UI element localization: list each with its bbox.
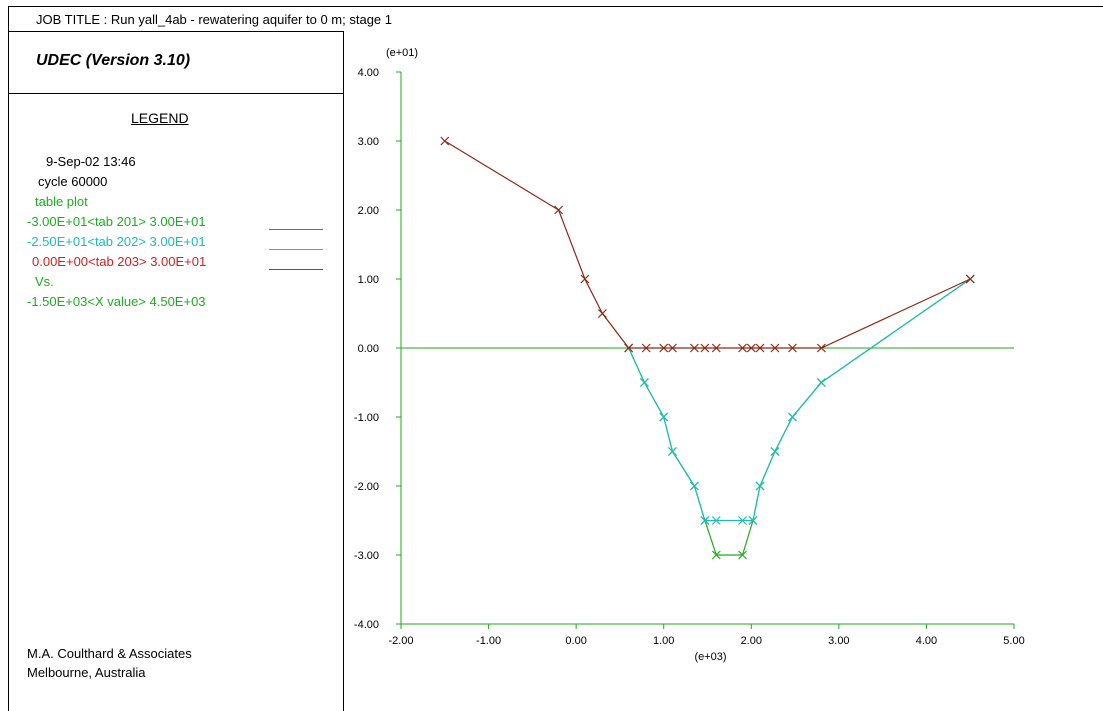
data-point-marker [660,413,668,421]
data-point-marker [441,137,449,145]
y-axis-multiplier: (e+01) [386,47,418,59]
series-line-tab201 [629,279,971,555]
data-point-marker [771,448,779,456]
y-tick-label: -1.00 [354,412,379,424]
y-tick-label: -2.00 [354,481,379,493]
y-tick-label: 4.00 [358,67,379,79]
x-tick-label: 2.00 [741,635,762,647]
series-line-tab203 [445,141,970,348]
y-tick-label: 2.00 [358,205,379,217]
data-point-marker [640,379,648,387]
data-point-marker [966,275,974,283]
x-tick-label: 4.00 [916,635,937,647]
x-tick-label: 0.00 [565,635,586,647]
data-point-marker [581,275,589,283]
x-tick-label: 1.00 [653,635,674,647]
y-tick-label: -3.00 [354,550,379,562]
y-tick-label: 3.00 [358,136,379,148]
series-line-tab202 [629,279,971,521]
data-point-marker [668,448,676,456]
data-point-marker [690,482,698,490]
x-tick-label: -1.00 [476,635,501,647]
data-point-marker [788,413,796,421]
x-tick-label: 3.00 [828,635,849,647]
y-tick-label: -4.00 [354,619,379,631]
data-point-marker [555,206,563,214]
data-point-marker [598,310,606,318]
x-axis-multiplier: (e+03) [694,651,726,663]
x-tick-label: 5.00 [1003,635,1024,647]
y-tick-label: 1.00 [358,274,379,286]
x-tick-label: -2.00 [388,635,413,647]
data-point-marker [817,379,825,387]
y-tick-label: 0.00 [358,343,379,355]
